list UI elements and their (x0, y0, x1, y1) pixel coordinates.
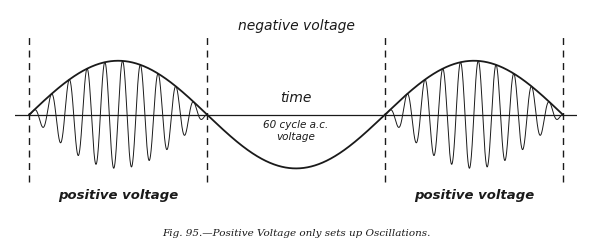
Text: positive voltage: positive voltage (414, 189, 534, 202)
Text: 60 cycle a.c.
voltage: 60 cycle a.c. voltage (263, 120, 329, 142)
Text: time: time (281, 91, 311, 105)
Text: positive voltage: positive voltage (58, 189, 178, 202)
Text: Fig. 95.—Positive Voltage only sets up Oscillations.: Fig. 95.—Positive Voltage only sets up O… (162, 228, 430, 238)
Text: negative voltage: negative voltage (237, 19, 355, 33)
